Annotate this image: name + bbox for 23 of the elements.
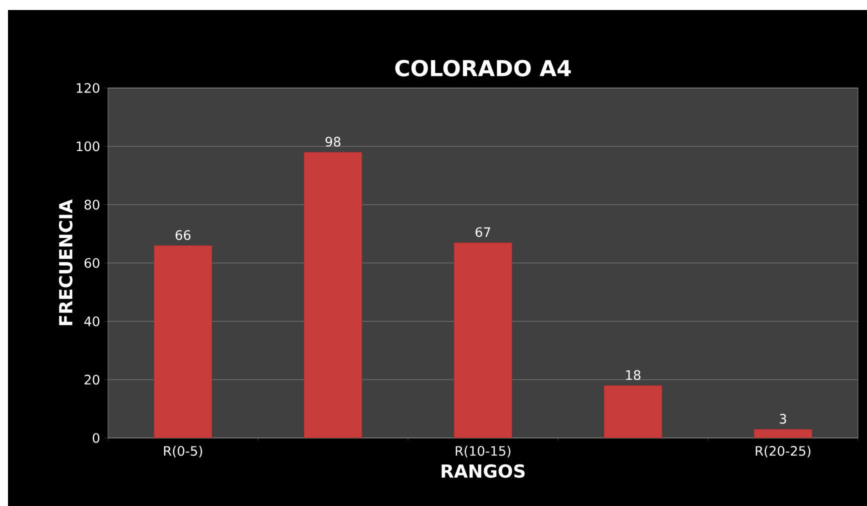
bar [604, 385, 662, 438]
y-tick-label: 0 [92, 433, 100, 443]
bar [304, 152, 362, 438]
x-axis-title: RANGOS [442, 464, 525, 478]
y-tick-label: 80 [84, 200, 100, 210]
data-label: 67 [476, 227, 490, 238]
bar [454, 242, 512, 438]
y-tick-label: 120 [76, 83, 100, 93]
y-tick-label: 100 [76, 141, 100, 152]
x-tick-label: R(0-5) [164, 446, 202, 458]
x-tick-label: R(20-25) [756, 446, 810, 458]
data-label: 66 [176, 230, 190, 240]
y-tick-label: 60 [84, 258, 100, 268]
bar [754, 429, 812, 438]
y-axis-title: FRECUENCIA [58, 199, 73, 326]
data-label: 98 [326, 136, 340, 147]
data-label: 18 [626, 370, 640, 380]
y-tick-label: 40 [84, 316, 100, 326]
chart-title: COLORADO A4 [395, 60, 571, 76]
bar [154, 245, 212, 438]
x-tick-label: R(10-15) [456, 446, 510, 458]
data-label: 3 [780, 414, 786, 424]
y-tick-label: 20 [84, 374, 100, 385]
